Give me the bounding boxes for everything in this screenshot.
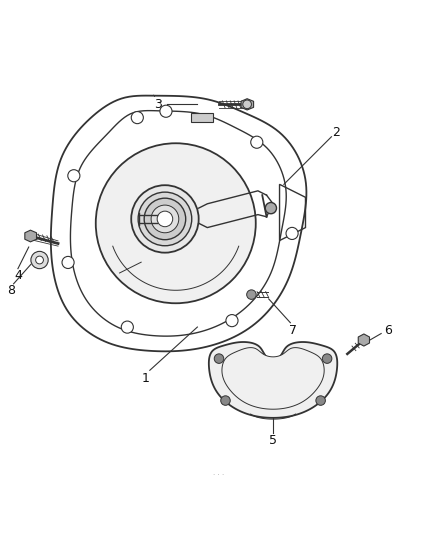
Text: 1: 1: [141, 373, 149, 385]
Circle shape: [138, 192, 192, 246]
FancyBboxPatch shape: [191, 113, 212, 122]
Circle shape: [214, 354, 224, 364]
Text: 5: 5: [269, 434, 277, 447]
Circle shape: [131, 111, 143, 124]
Circle shape: [144, 198, 186, 240]
Text: 4: 4: [14, 269, 22, 281]
Circle shape: [31, 252, 48, 269]
Circle shape: [62, 256, 74, 269]
Text: · · ·: · · ·: [213, 472, 225, 478]
Circle shape: [221, 396, 230, 405]
Text: 2: 2: [332, 126, 340, 139]
Circle shape: [251, 136, 263, 148]
Circle shape: [243, 100, 251, 109]
Polygon shape: [209, 342, 337, 418]
Circle shape: [35, 256, 43, 264]
Circle shape: [157, 211, 173, 227]
Polygon shape: [358, 334, 370, 346]
Circle shape: [286, 228, 298, 239]
Circle shape: [160, 105, 172, 117]
Polygon shape: [222, 348, 324, 409]
Circle shape: [226, 314, 238, 327]
Polygon shape: [25, 230, 36, 242]
Circle shape: [322, 354, 332, 364]
Polygon shape: [241, 99, 254, 110]
Circle shape: [247, 290, 256, 300]
Circle shape: [131, 185, 199, 253]
Text: 8: 8: [7, 284, 15, 297]
Text: 7: 7: [289, 324, 297, 337]
Circle shape: [96, 143, 256, 303]
Circle shape: [121, 321, 134, 333]
Circle shape: [68, 169, 80, 182]
Circle shape: [151, 205, 179, 233]
Circle shape: [265, 203, 276, 214]
Text: 3: 3: [155, 98, 162, 111]
Circle shape: [316, 396, 325, 405]
Text: 6: 6: [384, 324, 392, 337]
